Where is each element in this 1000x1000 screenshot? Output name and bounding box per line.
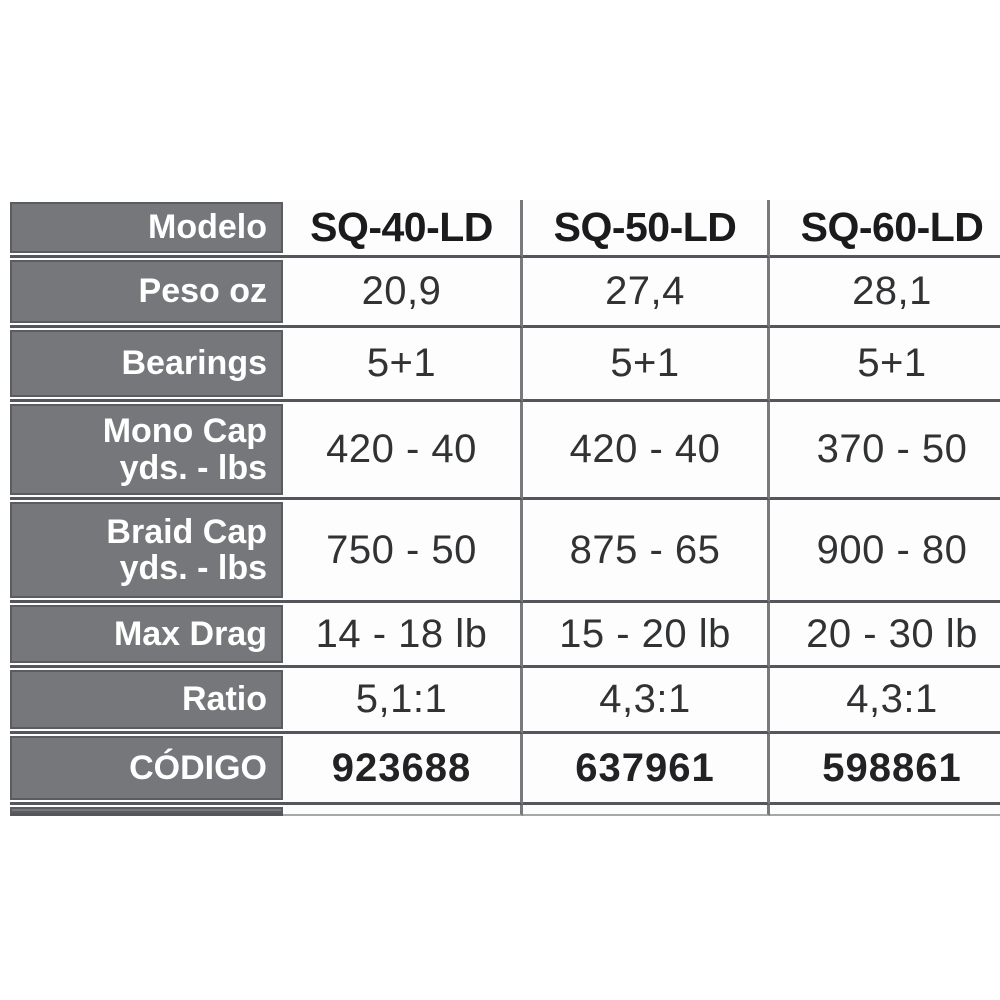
spec-value: 420 - 40 [283,402,523,500]
spec-value: 27,4 [523,258,770,328]
spec-value: 875 - 65 [523,500,770,603]
row-label-braid-cap: Braid Cap yds. - lbs [10,502,283,598]
spec-value: 4,3:1 [523,668,770,734]
spec-value-codigo: 598861 [770,734,1000,805]
cutoff-row-label [10,807,283,813]
table-row-label-cell: Ratio [10,668,283,734]
row-label-peso: Peso oz [10,260,283,323]
spec-value: 20,9 [283,258,523,328]
specs-table: Modelo SQ-40-LD SQ-50-LD SQ-60-LD Peso o… [10,200,1000,816]
row-label-mono-cap: Mono Cap yds. - lbs [10,404,283,495]
spec-value: 4,3:1 [770,668,1000,734]
spec-value-codigo: 923688 [283,734,523,805]
table-row-label-cell: Max Drag [10,603,283,668]
model-header-sq50: SQ-50-LD [523,200,770,258]
spec-value: 5+1 [523,328,770,402]
spec-value: 750 - 50 [283,500,523,603]
spec-value: 15 - 20 lb [523,603,770,668]
row-label-max-drag: Max Drag [10,605,283,663]
model-header-sq60: SQ-60-LD [770,200,1000,258]
model-header-sq40: SQ-40-LD [283,200,523,258]
cutoff-row-label-cell [10,805,283,816]
spec-value: 5+1 [770,328,1000,402]
table-row-label-cell: Peso oz [10,258,283,328]
cutoff-row-cell [523,805,770,816]
table-row-label-cell: CÓDIGO [10,734,283,805]
cutoff-row-cell [283,805,523,816]
spec-value: 370 - 50 [770,402,1000,500]
table-row-label-cell: Bearings [10,328,283,402]
header-label: Modelo [10,202,283,253]
spec-value: 420 - 40 [523,402,770,500]
cutoff-row-cell [770,805,1000,816]
spec-value: 5,1:1 [283,668,523,734]
spec-value: 20 - 30 lb [770,603,1000,668]
spec-value-codigo: 637961 [523,734,770,805]
table-row-label-cell: Mono Cap yds. - lbs [10,402,283,500]
spec-value: 5+1 [283,328,523,402]
spec-value: 900 - 80 [770,500,1000,603]
spec-value: 14 - 18 lb [283,603,523,668]
header-label-cell: Modelo [10,200,283,258]
spec-value: 28,1 [770,258,1000,328]
row-label-ratio: Ratio [10,670,283,729]
table-row-label-cell: Braid Cap yds. - lbs [10,500,283,603]
row-label-bearings: Bearings [10,330,283,397]
row-label-codigo: CÓDIGO [10,736,283,800]
